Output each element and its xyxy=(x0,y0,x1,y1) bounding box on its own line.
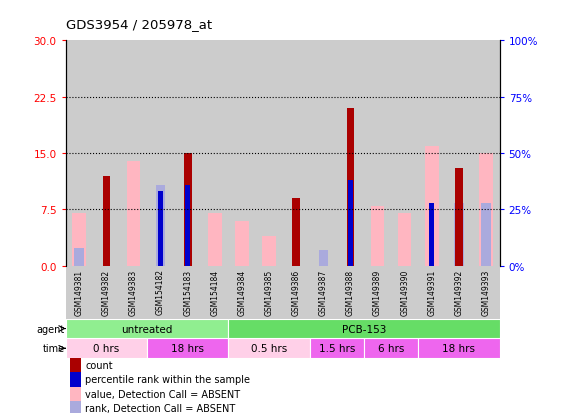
Text: GSM149390: GSM149390 xyxy=(400,269,409,315)
Bar xyxy=(174,266,202,319)
Bar xyxy=(208,214,222,266)
Text: 1.5 hrs: 1.5 hrs xyxy=(319,344,355,354)
Bar xyxy=(283,41,309,266)
Bar xyxy=(479,154,493,266)
Bar xyxy=(202,266,228,319)
Bar xyxy=(283,266,309,319)
Bar xyxy=(418,41,445,266)
Bar xyxy=(147,339,228,358)
Text: 0 hrs: 0 hrs xyxy=(93,344,119,354)
Bar xyxy=(174,41,202,266)
Text: GSM149386: GSM149386 xyxy=(292,269,301,315)
Bar xyxy=(445,266,473,319)
Bar xyxy=(309,339,364,358)
Text: GSM149383: GSM149383 xyxy=(129,269,138,315)
Bar xyxy=(184,154,191,266)
Text: time: time xyxy=(43,344,65,354)
Bar xyxy=(398,214,412,266)
Bar xyxy=(202,41,228,266)
Bar xyxy=(70,358,81,373)
Bar xyxy=(429,203,435,266)
Bar xyxy=(371,206,384,266)
Bar xyxy=(70,373,81,387)
Bar xyxy=(228,339,309,358)
Text: GSM154184: GSM154184 xyxy=(210,269,219,315)
Text: percentile rank within the sample: percentile rank within the sample xyxy=(85,375,250,385)
Bar xyxy=(473,266,500,319)
Text: GSM149385: GSM149385 xyxy=(264,269,274,315)
Text: 18 hrs: 18 hrs xyxy=(171,344,204,354)
Bar xyxy=(66,266,93,319)
Text: PCB-153: PCB-153 xyxy=(342,324,386,334)
Bar xyxy=(337,41,364,266)
Bar xyxy=(292,199,300,266)
Text: GSM149384: GSM149384 xyxy=(238,269,247,315)
Bar xyxy=(454,203,464,266)
Bar xyxy=(147,266,174,319)
Bar xyxy=(66,41,93,266)
Bar xyxy=(127,161,140,266)
Bar xyxy=(66,319,228,339)
Bar xyxy=(147,41,174,266)
Bar xyxy=(73,214,86,266)
Bar xyxy=(93,266,120,319)
Bar xyxy=(185,185,190,266)
Text: GSM154183: GSM154183 xyxy=(183,269,192,315)
Bar xyxy=(425,146,439,266)
Bar xyxy=(364,266,391,319)
Bar xyxy=(445,41,473,266)
Bar xyxy=(262,236,276,266)
Text: 6 hrs: 6 hrs xyxy=(378,344,404,354)
Text: value, Detection Call = ABSENT: value, Detection Call = ABSENT xyxy=(85,389,240,399)
Text: GSM149381: GSM149381 xyxy=(75,269,84,315)
Bar xyxy=(391,266,418,319)
Bar xyxy=(347,109,354,266)
Bar xyxy=(391,41,418,266)
Bar xyxy=(120,41,147,266)
Bar xyxy=(235,221,249,266)
Text: GSM149391: GSM149391 xyxy=(427,269,436,315)
Bar xyxy=(309,41,337,266)
Bar xyxy=(255,266,283,319)
Text: 0.5 hrs: 0.5 hrs xyxy=(251,344,287,354)
Bar xyxy=(418,339,500,358)
Bar xyxy=(103,176,110,266)
Bar xyxy=(481,203,491,266)
Bar xyxy=(337,266,364,319)
Bar xyxy=(66,339,147,358)
Bar xyxy=(418,266,445,319)
Text: rank, Detection Call = ABSENT: rank, Detection Call = ABSENT xyxy=(85,403,235,413)
Bar xyxy=(348,181,353,266)
Text: count: count xyxy=(85,361,113,370)
Bar xyxy=(319,250,328,266)
Bar xyxy=(120,266,147,319)
Bar xyxy=(455,169,463,266)
Bar xyxy=(228,266,255,319)
Bar xyxy=(74,248,84,266)
Text: GSM149382: GSM149382 xyxy=(102,269,111,315)
Text: GSM149393: GSM149393 xyxy=(481,269,490,315)
Text: GSM154182: GSM154182 xyxy=(156,269,165,315)
Bar xyxy=(228,319,500,339)
Text: 18 hrs: 18 hrs xyxy=(443,344,476,354)
Bar xyxy=(364,339,418,358)
Bar xyxy=(70,401,81,413)
Bar xyxy=(364,41,391,266)
Bar xyxy=(93,41,120,266)
Bar xyxy=(255,41,283,266)
Text: GSM149392: GSM149392 xyxy=(455,269,464,315)
Bar xyxy=(70,387,81,401)
Text: untreated: untreated xyxy=(122,324,172,334)
Bar xyxy=(158,192,163,266)
Bar xyxy=(473,41,500,266)
Text: GSM149388: GSM149388 xyxy=(346,269,355,315)
Bar xyxy=(228,41,255,266)
Bar xyxy=(309,266,337,319)
Bar xyxy=(156,185,166,266)
Text: agent: agent xyxy=(37,324,65,334)
Text: GDS3954 / 205978_at: GDS3954 / 205978_at xyxy=(66,18,212,31)
Text: GSM149389: GSM149389 xyxy=(373,269,382,315)
Text: GSM149387: GSM149387 xyxy=(319,269,328,315)
